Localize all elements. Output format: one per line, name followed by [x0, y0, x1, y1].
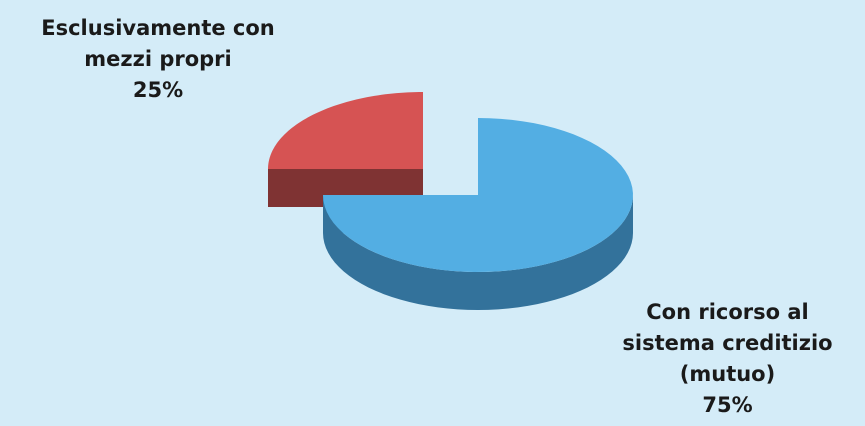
pie-slice-side: [323, 195, 633, 310]
slice-label-line: Con ricorso al: [646, 300, 809, 324]
slice-label-line: mezzi propri: [84, 47, 232, 71]
slice-label-mezzi-propri: Esclusivamente con mezzi propri 25%: [0, 13, 316, 106]
pie-slice-top: [323, 118, 633, 272]
slice-label-line: (mutuo): [679, 362, 776, 386]
slice-label-line: Esclusivamente con: [41, 16, 275, 40]
slice-label-line: sistema creditizio: [622, 331, 833, 355]
pie-slice-top: [268, 92, 423, 169]
slice-value-label: 75%: [702, 393, 753, 417]
slice-value-label: 25%: [132, 78, 184, 102]
pie-slice: [323, 118, 633, 310]
slice-label-mutuo: Con ricorso al sistema creditizio (mutuo…: [590, 297, 865, 421]
pie-slice: [268, 92, 423, 207]
